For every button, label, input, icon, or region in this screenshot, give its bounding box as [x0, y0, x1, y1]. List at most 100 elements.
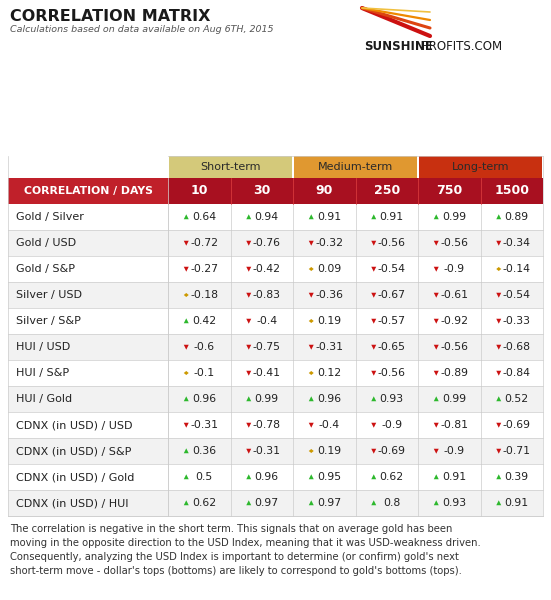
Polygon shape — [496, 396, 501, 401]
Text: 0.62: 0.62 — [192, 498, 217, 508]
Text: CDNX (in USD) / Gold: CDNX (in USD) / Gold — [16, 472, 134, 482]
Text: 0.96: 0.96 — [317, 394, 341, 404]
Polygon shape — [371, 345, 376, 350]
Text: 0.39: 0.39 — [505, 472, 529, 482]
Text: 0.89: 0.89 — [505, 212, 529, 222]
Bar — [8, 308, 543, 334]
Polygon shape — [434, 319, 439, 323]
Polygon shape — [371, 474, 376, 479]
Bar — [8, 204, 543, 230]
Text: 0.91: 0.91 — [442, 472, 466, 482]
Polygon shape — [246, 293, 251, 298]
Bar — [8, 386, 543, 412]
Bar — [8, 490, 543, 516]
Polygon shape — [309, 345, 314, 350]
Polygon shape — [246, 345, 251, 350]
Text: Medium-term: Medium-term — [318, 162, 393, 172]
Text: 0.96: 0.96 — [192, 394, 217, 404]
Text: 0.52: 0.52 — [505, 394, 529, 404]
Text: SUNSHINE: SUNSHINE — [364, 40, 433, 53]
Polygon shape — [309, 396, 314, 401]
Bar — [355, 178, 418, 204]
Text: 0.91: 0.91 — [380, 212, 404, 222]
Polygon shape — [434, 500, 439, 505]
Text: 0.96: 0.96 — [255, 472, 279, 482]
Text: 0.12: 0.12 — [317, 368, 341, 378]
Text: -0.81: -0.81 — [440, 420, 468, 430]
Text: -0.4: -0.4 — [256, 316, 277, 326]
Text: 0.99: 0.99 — [442, 394, 466, 404]
Bar — [8, 412, 543, 438]
Text: -0.92: -0.92 — [440, 316, 468, 326]
Polygon shape — [309, 371, 314, 375]
Bar — [8, 438, 543, 464]
Bar — [294, 156, 417, 178]
Polygon shape — [434, 396, 439, 401]
Polygon shape — [309, 241, 314, 246]
Text: -0.18: -0.18 — [190, 290, 218, 300]
Polygon shape — [496, 371, 501, 376]
Polygon shape — [309, 293, 314, 298]
Polygon shape — [371, 214, 376, 219]
Bar — [293, 178, 355, 204]
Polygon shape — [246, 371, 251, 376]
Text: -0.31: -0.31 — [315, 342, 343, 352]
Polygon shape — [434, 293, 439, 298]
Text: -0.27: -0.27 — [190, 264, 218, 274]
Text: Gold / USD: Gold / USD — [16, 238, 76, 248]
Text: Gold / Silver: Gold / Silver — [16, 212, 84, 222]
Text: -0.72: -0.72 — [190, 238, 218, 248]
Text: CDNX (in USD) / HUI: CDNX (in USD) / HUI — [16, 498, 128, 508]
Polygon shape — [184, 345, 189, 350]
Polygon shape — [434, 345, 439, 350]
Polygon shape — [309, 500, 314, 505]
Polygon shape — [371, 319, 376, 323]
Text: -0.6: -0.6 — [194, 342, 215, 352]
Bar — [419, 156, 542, 178]
Text: -0.34: -0.34 — [503, 238, 531, 248]
Text: Calculations based on data available on Aug 6TH, 2015: Calculations based on data available on … — [10, 25, 273, 34]
Text: -0.14: -0.14 — [503, 264, 531, 274]
Polygon shape — [246, 474, 251, 479]
Text: 250: 250 — [374, 185, 400, 197]
Polygon shape — [309, 267, 314, 271]
Text: 750: 750 — [436, 185, 462, 197]
Text: -0.61: -0.61 — [440, 290, 468, 300]
Text: HUI / Gold: HUI / Gold — [16, 394, 72, 404]
Polygon shape — [371, 500, 376, 505]
Bar — [8, 334, 543, 360]
Polygon shape — [184, 214, 189, 219]
Polygon shape — [371, 396, 376, 401]
Text: -0.54: -0.54 — [378, 264, 406, 274]
Text: -0.9: -0.9 — [381, 420, 402, 430]
Polygon shape — [184, 318, 189, 323]
Bar — [8, 282, 543, 308]
Text: -0.56: -0.56 — [378, 238, 406, 248]
Bar — [230, 178, 293, 204]
Text: 0.19: 0.19 — [317, 316, 341, 326]
Polygon shape — [496, 449, 501, 454]
Polygon shape — [309, 319, 314, 323]
Text: 0.99: 0.99 — [255, 394, 279, 404]
Polygon shape — [371, 267, 376, 272]
Text: 0.99: 0.99 — [442, 212, 466, 222]
Text: -0.78: -0.78 — [253, 420, 281, 430]
Polygon shape — [496, 500, 501, 505]
Text: 0.42: 0.42 — [192, 316, 217, 326]
Polygon shape — [184, 396, 189, 401]
Text: -0.89: -0.89 — [440, 368, 468, 378]
Text: Long-term: Long-term — [452, 162, 509, 172]
Polygon shape — [184, 423, 189, 428]
Text: -0.76: -0.76 — [253, 238, 281, 248]
Text: -0.71: -0.71 — [503, 446, 531, 456]
Polygon shape — [246, 241, 251, 246]
Polygon shape — [434, 267, 439, 272]
Text: -0.56: -0.56 — [440, 342, 468, 352]
Text: HUI / S&P: HUI / S&P — [16, 368, 69, 378]
Text: -0.32: -0.32 — [315, 238, 343, 248]
Polygon shape — [434, 371, 439, 376]
Text: -0.41: -0.41 — [253, 368, 281, 378]
Polygon shape — [434, 423, 439, 428]
Text: 0.97: 0.97 — [255, 498, 279, 508]
Text: -0.1: -0.1 — [194, 368, 215, 378]
